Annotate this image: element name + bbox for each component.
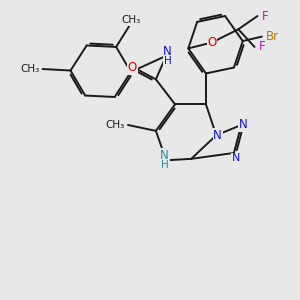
Text: F: F [262, 10, 268, 22]
Text: Br: Br [266, 30, 279, 43]
Text: CH₃: CH₃ [121, 15, 140, 26]
Text: H: H [164, 56, 172, 66]
Text: N: N [213, 129, 222, 142]
Text: N: N [163, 45, 172, 58]
Text: O: O [128, 61, 137, 74]
Text: H: H [161, 160, 169, 170]
Text: CH₃: CH₃ [106, 120, 125, 130]
Text: F: F [259, 40, 266, 53]
Text: N: N [232, 153, 240, 163]
Text: N: N [160, 148, 169, 161]
Text: O: O [207, 36, 217, 49]
Text: CH₃: CH₃ [20, 64, 40, 74]
Text: N: N [238, 118, 247, 131]
